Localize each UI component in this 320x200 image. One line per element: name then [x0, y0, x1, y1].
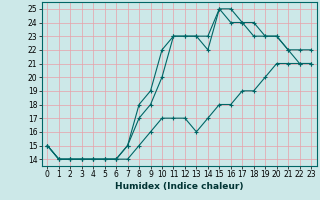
- X-axis label: Humidex (Indice chaleur): Humidex (Indice chaleur): [115, 182, 244, 191]
